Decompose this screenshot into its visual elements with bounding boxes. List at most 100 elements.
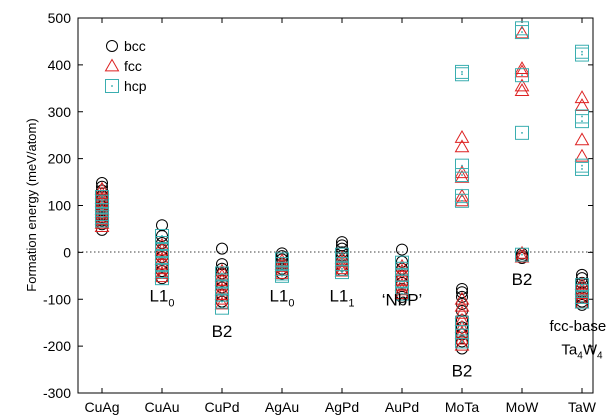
- hcp-point: [575, 44, 589, 59]
- structure-annotation: B2: [512, 270, 533, 289]
- hcp-point: [455, 158, 469, 173]
- fcc-point: [574, 132, 590, 146]
- x-category-label: CuAu: [144, 399, 179, 415]
- hcp-point: [515, 25, 529, 40]
- fcc-point: [94, 181, 110, 195]
- fcc-point: [394, 258, 410, 272]
- data-points: [94, 21, 590, 355]
- fcc-point: [94, 212, 110, 225]
- fcc-point: [574, 98, 590, 112]
- fcc-point: [454, 305, 470, 319]
- fcc-point: [514, 61, 530, 74]
- fcc-point: [514, 25, 530, 39]
- bcc-point: [336, 236, 348, 249]
- bcc-point: [576, 272, 588, 285]
- hcp-point: [455, 168, 469, 183]
- y-tick-label: -100: [43, 291, 71, 307]
- structure-annotation: L11: [329, 287, 354, 310]
- bcc-point: [216, 242, 228, 255]
- fcc-point: [214, 263, 230, 277]
- hcp-point: [515, 125, 529, 140]
- structure-annotations: L10 B2 L10 L11 ‘NbP’ B2 B2 fcc-based Ta4W4: [149, 270, 606, 380]
- fcc-point: [514, 245, 530, 259]
- hcp-point: [515, 247, 529, 262]
- y-axis-ticks: -300 -200 -100 0 100 200 300 400 500: [43, 10, 593, 401]
- structure-annotation: B2: [452, 362, 473, 381]
- x-category-label: CuPd: [204, 399, 239, 415]
- bcc-point: [576, 298, 588, 311]
- hcp-point: [515, 68, 529, 83]
- fcc-point: [394, 286, 410, 299]
- hcp-point: [455, 67, 469, 82]
- structure-annotation: fcc-based: [549, 318, 606, 335]
- hcp-point: [95, 213, 109, 228]
- bcc-point: [456, 290, 468, 303]
- hcp-point: [215, 300, 229, 315]
- structure-annotation: ‘NbP’: [382, 290, 423, 309]
- fcc-point: [214, 291, 230, 305]
- bcc-point: [276, 250, 288, 263]
- hcp-point: [455, 325, 469, 340]
- x-axis-ticks: CuAg CuAu CuPd AgAu AgPd AuPd MoTa MoW TaW: [84, 18, 597, 415]
- x-category-label: AuPd: [385, 399, 419, 415]
- x-category-label: TaW: [568, 399, 597, 415]
- fcc-point: [214, 296, 230, 310]
- hcp-point: [275, 268, 289, 283]
- fcc-point: [154, 261, 170, 275]
- fcc-legend-marker: [104, 58, 120, 72]
- structure-annotation: Ta4W4: [561, 342, 603, 362]
- x-category-label: MoW: [506, 399, 539, 415]
- x-category-label: AgAu: [265, 399, 299, 415]
- fcc-point: [454, 169, 470, 183]
- fcc-point: [574, 281, 590, 295]
- legend: bcc fcc hcp: [104, 38, 147, 94]
- bcc-point: [576, 268, 588, 281]
- fcc-point: [154, 269, 170, 283]
- fcc-point: [214, 277, 230, 291]
- fcc-point: [454, 291, 470, 305]
- legend-label: hcp: [124, 78, 147, 94]
- hcp-point: [395, 286, 409, 301]
- y-tick-label: 500: [48, 10, 72, 26]
- hcp-point: [575, 161, 589, 176]
- bcc-point: [456, 286, 468, 299]
- fcc-point: [94, 215, 110, 229]
- fcc-point: [574, 148, 590, 162]
- hcp-point: [455, 315, 469, 330]
- x-category-label: CuAg: [84, 399, 119, 415]
- fcc-point: [274, 265, 290, 279]
- fcc-point: [334, 261, 350, 275]
- fcc-point: [454, 337, 470, 351]
- fcc-point: [574, 276, 590, 290]
- y-tick-label: -300: [43, 385, 71, 401]
- fcc-point: [514, 249, 530, 263]
- fcc-point: [394, 272, 410, 286]
- y-tick-label: -200: [43, 338, 71, 354]
- hcp-point: [575, 114, 589, 129]
- bcc-point: [396, 243, 408, 256]
- legend-label: bcc: [124, 38, 146, 54]
- fcc-point: [454, 298, 470, 312]
- hcp-point: [335, 265, 349, 280]
- fcc-point: [454, 139, 470, 153]
- fcc-point: [394, 277, 410, 291]
- bcc-point: [156, 229, 168, 242]
- fcc-point: [514, 83, 530, 97]
- hcp-legend-marker: [105, 79, 119, 93]
- legend-label: fcc: [124, 58, 142, 74]
- x-category-label: AgPd: [325, 399, 359, 415]
- x-category-label: MoTa: [445, 399, 479, 415]
- hcp-point: [155, 271, 169, 286]
- fcc-point: [514, 64, 530, 78]
- fcc-point: [574, 286, 590, 299]
- fcc-point: [154, 247, 170, 261]
- fcc-point: [454, 130, 470, 143]
- fcc-point: [514, 78, 530, 92]
- structure-annotation: L10: [269, 287, 294, 310]
- y-tick-label: 400: [48, 57, 72, 73]
- bcc-point: [456, 282, 468, 295]
- structure-annotation: L10: [149, 287, 174, 310]
- y-axis-label: Formation energy (meV/atom): [24, 118, 39, 291]
- fcc-point: [574, 90, 590, 104]
